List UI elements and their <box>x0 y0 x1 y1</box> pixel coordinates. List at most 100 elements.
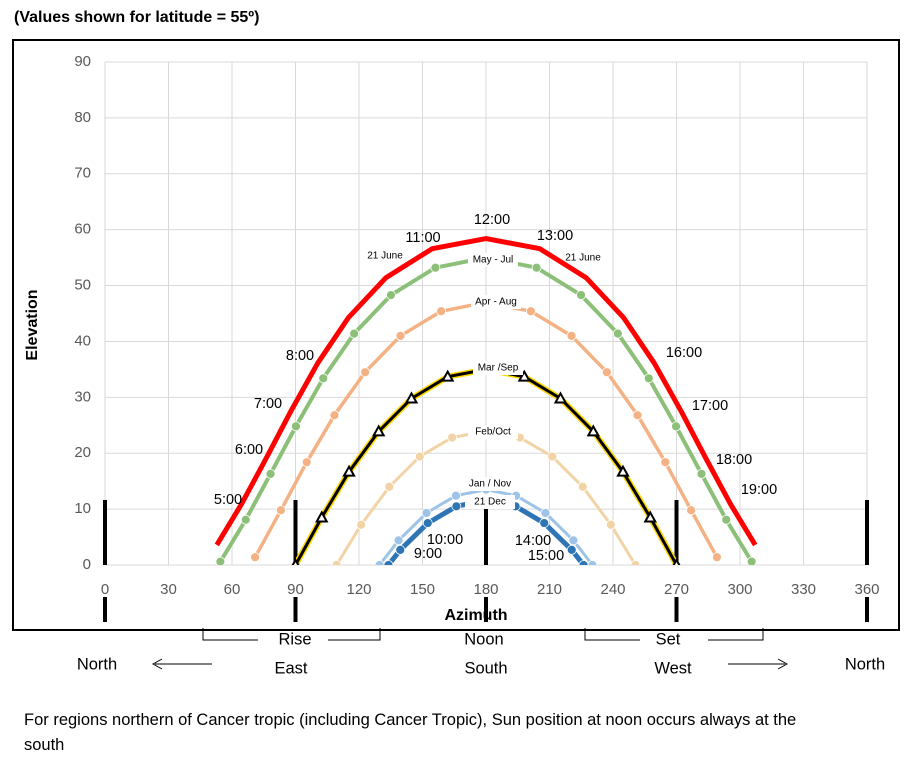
hour-label: 7:00 <box>254 396 282 412</box>
y-tick-label: 20 <box>74 444 91 461</box>
point <box>451 490 461 501</box>
point <box>440 369 455 382</box>
x-axis-label: Azimuth <box>444 607 507 624</box>
y-tick-label: 0 <box>83 556 91 573</box>
y-tick-label: 90 <box>74 53 91 70</box>
rise-label: Rise <box>278 630 311 648</box>
label-background <box>473 361 523 375</box>
point <box>601 367 612 378</box>
hour-label: 14:00 <box>515 533 551 549</box>
point <box>586 424 601 437</box>
hour-label: 17:00 <box>692 398 728 414</box>
point <box>430 262 441 273</box>
hour-label: 16:00 <box>666 345 702 361</box>
chart-title: (Values shown for latitude = 55º) <box>14 9 259 26</box>
point <box>525 306 536 317</box>
point <box>360 367 371 378</box>
point <box>393 535 404 546</box>
east-label: East <box>274 659 307 677</box>
point <box>383 560 394 565</box>
point <box>568 535 579 546</box>
series-line <box>214 236 758 547</box>
noon-label: Noon <box>464 630 503 648</box>
point <box>578 560 589 565</box>
point <box>587 560 598 565</box>
point <box>291 557 300 565</box>
point <box>414 451 425 462</box>
y-tick-label: 70 <box>74 165 91 182</box>
x-tick-label: 210 <box>537 581 562 598</box>
label-background <box>468 425 518 439</box>
label-background <box>465 477 515 491</box>
point <box>712 552 722 563</box>
point <box>342 464 356 477</box>
x-tick-label: 360 <box>854 581 879 598</box>
west-label: West <box>654 659 692 677</box>
brackets <box>151 628 789 670</box>
point <box>696 469 707 479</box>
point <box>240 514 251 525</box>
label-background <box>471 295 521 309</box>
point <box>566 330 577 341</box>
point <box>371 424 386 437</box>
x-tick-label: 300 <box>727 581 752 598</box>
point <box>291 421 301 432</box>
point <box>386 290 396 300</box>
point <box>643 373 654 384</box>
south-label: South <box>464 659 507 677</box>
label-background <box>468 253 518 267</box>
point <box>540 508 551 518</box>
point <box>671 421 681 432</box>
x-tick-label: 0 <box>101 581 109 598</box>
curve-label: Mar /Sep <box>478 363 519 374</box>
hour-label: 19:00 <box>741 482 777 498</box>
y-tick-label: 10 <box>74 500 91 517</box>
y-tick-label: 50 <box>74 277 91 294</box>
point <box>356 519 367 530</box>
point <box>422 518 433 528</box>
y-tick-label: 60 <box>74 221 91 238</box>
point <box>436 306 447 317</box>
point <box>660 457 671 468</box>
point <box>612 328 623 339</box>
x-tick-label: 270 <box>664 581 689 598</box>
hour-label: 8:00 <box>286 348 314 364</box>
point <box>395 330 406 341</box>
hour-label: 18:00 <box>716 452 752 468</box>
point <box>566 545 577 555</box>
point <box>318 373 329 384</box>
point <box>643 510 657 523</box>
y-tick-label: 40 <box>74 332 91 349</box>
curve-label: 21 June <box>565 253 601 264</box>
x-tick-label: 60 <box>224 581 241 598</box>
curve-label: 21 Dec <box>474 497 506 508</box>
x-tick-label: 240 <box>600 581 625 598</box>
curve-label: Jan / Nov <box>469 479 511 490</box>
curve-label: Apr - Aug <box>475 297 517 308</box>
point <box>577 481 588 492</box>
hour-label: 13:00 <box>537 228 573 244</box>
north-label: North <box>845 655 885 673</box>
hour-label: 6:00 <box>235 442 263 458</box>
point <box>329 410 340 421</box>
point <box>315 510 329 523</box>
y-tick-label: 80 <box>74 109 91 126</box>
point <box>616 464 630 477</box>
point <box>331 560 342 565</box>
hour-label: 5:00 <box>214 492 242 508</box>
point <box>553 391 568 404</box>
hour-label: 12:00 <box>474 212 510 228</box>
point <box>746 556 757 565</box>
hour-label: 11:00 <box>405 230 440 246</box>
point <box>275 505 286 516</box>
curve-label: Feb/Oct <box>475 427 511 438</box>
point <box>630 560 641 565</box>
x-tick-label: 150 <box>410 581 435 598</box>
curve-label: 21 June <box>367 251 403 262</box>
hour-label: 9:00 <box>414 546 442 562</box>
point <box>349 328 360 339</box>
point <box>531 262 542 273</box>
point <box>686 505 697 516</box>
hour-label: 15:00 <box>528 548 564 564</box>
